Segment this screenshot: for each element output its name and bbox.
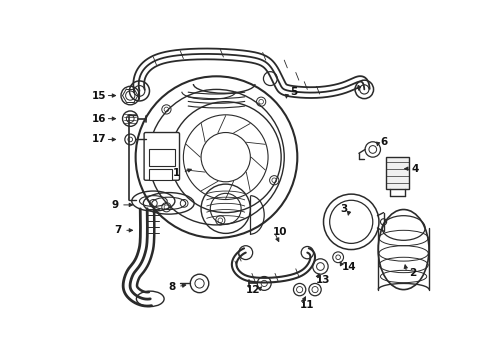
Text: 16: 16 — [92, 114, 107, 123]
Text: 17: 17 — [92, 134, 107, 144]
Text: 13: 13 — [316, 275, 330, 285]
Text: 9: 9 — [111, 200, 119, 210]
Text: 12: 12 — [245, 285, 260, 294]
Text: 2: 2 — [409, 267, 416, 278]
Text: 15: 15 — [92, 91, 107, 100]
Text: 4: 4 — [412, 164, 419, 174]
Bar — [149, 170, 172, 180]
Text: 5: 5 — [290, 87, 297, 97]
Text: 1: 1 — [173, 167, 180, 177]
Text: 6: 6 — [381, 137, 388, 147]
Bar — [386, 157, 409, 189]
Text: 8: 8 — [168, 282, 175, 292]
Text: 10: 10 — [273, 227, 288, 237]
Bar — [149, 149, 175, 166]
Text: 11: 11 — [300, 300, 315, 310]
Text: 14: 14 — [342, 261, 356, 271]
Text: 3: 3 — [340, 204, 347, 214]
FancyBboxPatch shape — [144, 132, 179, 180]
Text: 7: 7 — [114, 225, 122, 235]
